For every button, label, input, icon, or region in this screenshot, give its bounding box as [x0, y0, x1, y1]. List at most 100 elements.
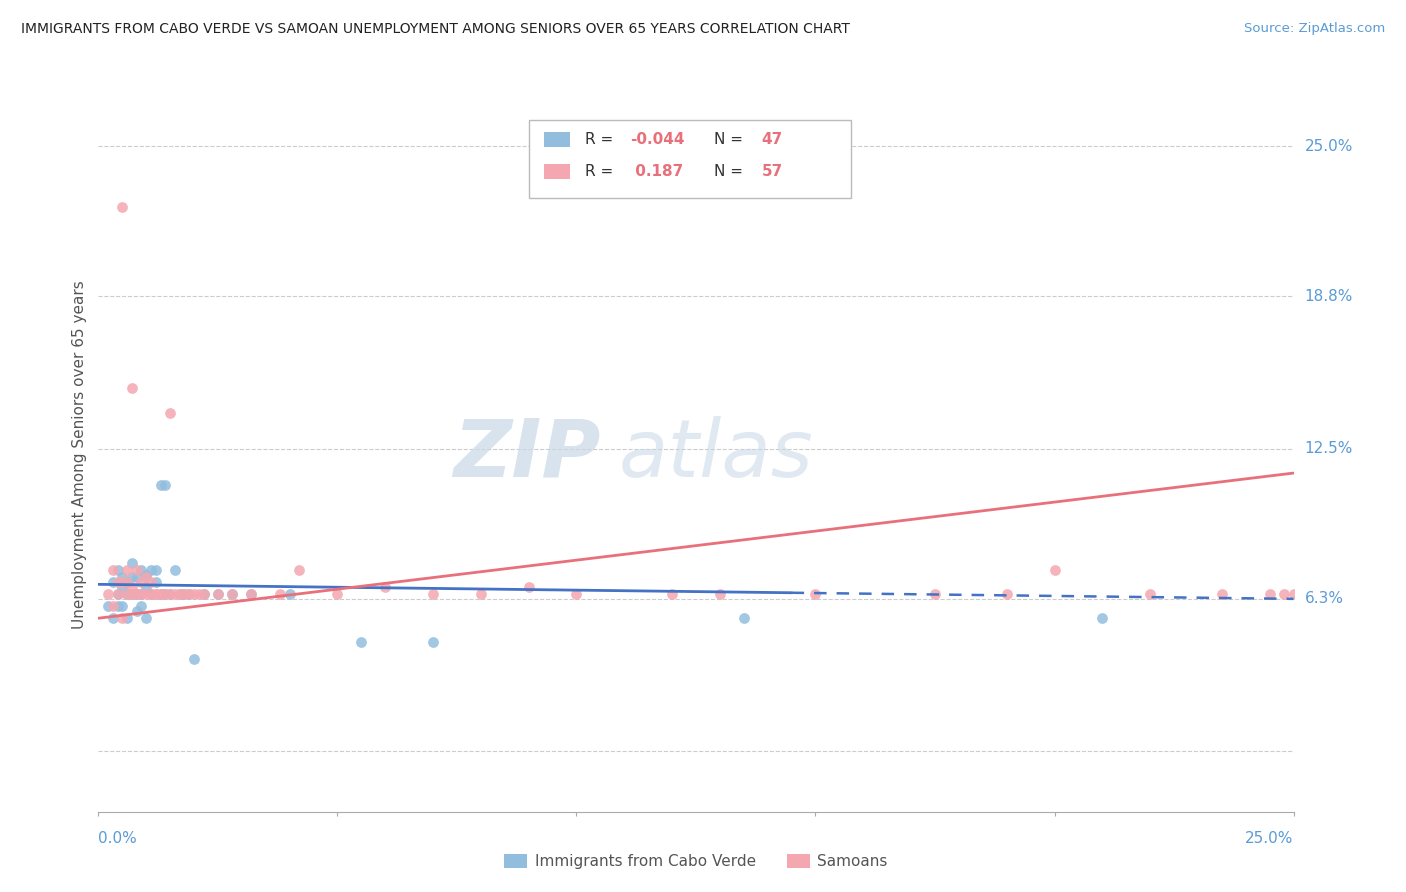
Point	[135, 567, 157, 582]
Point	[155, 587, 177, 601]
Point	[135, 587, 157, 601]
Point	[145, 563, 167, 577]
Point	[179, 587, 201, 601]
Point	[145, 587, 167, 601]
Point	[422, 587, 444, 601]
Point	[111, 570, 134, 584]
Text: N =: N =	[714, 132, 748, 147]
Text: 25.0%: 25.0%	[1246, 831, 1294, 847]
Point	[111, 574, 134, 589]
Point	[163, 563, 186, 577]
Point	[115, 563, 138, 577]
Point	[97, 599, 120, 613]
Point	[135, 580, 157, 594]
Point	[101, 563, 124, 577]
Point	[131, 587, 153, 601]
Legend: Immigrants from Cabo Verde, Samoans: Immigrants from Cabo Verde, Samoans	[498, 848, 894, 875]
Point	[101, 611, 124, 625]
Point	[97, 587, 120, 601]
Point	[121, 381, 143, 395]
Point	[470, 587, 492, 601]
Point	[115, 587, 138, 601]
Point	[924, 587, 946, 601]
Point	[422, 635, 444, 649]
Point	[115, 611, 138, 625]
Point	[149, 587, 172, 601]
Point	[207, 587, 229, 601]
Point	[1043, 563, 1066, 577]
Point	[139, 574, 162, 589]
Point	[131, 587, 153, 601]
Point	[121, 580, 143, 594]
Text: R =: R =	[585, 132, 619, 147]
Point	[121, 570, 143, 584]
Point	[278, 587, 301, 601]
Point	[163, 587, 186, 601]
Point	[145, 574, 167, 589]
Text: 25.0%: 25.0%	[1305, 139, 1353, 154]
Point	[107, 587, 129, 601]
Point	[107, 587, 129, 601]
Point	[115, 587, 138, 601]
Point	[173, 587, 195, 601]
Point	[1139, 587, 1161, 601]
Point	[139, 563, 162, 577]
Point	[1272, 587, 1295, 601]
Point	[995, 587, 1018, 601]
Point	[183, 587, 205, 601]
Point	[125, 587, 148, 601]
Point	[131, 599, 153, 613]
Point	[121, 587, 143, 601]
Point	[159, 587, 181, 601]
Point	[115, 574, 138, 589]
Point	[139, 587, 162, 601]
Text: 0.0%: 0.0%	[98, 831, 138, 847]
Point	[1258, 587, 1281, 601]
Point	[135, 611, 157, 625]
Point	[1091, 611, 1114, 625]
Point	[159, 587, 181, 601]
Point	[149, 587, 172, 601]
Y-axis label: Unemployment Among Seniors over 65 years: Unemployment Among Seniors over 65 years	[72, 281, 87, 629]
Point	[101, 599, 124, 613]
Point	[125, 604, 148, 618]
Point	[374, 580, 396, 594]
Text: IMMIGRANTS FROM CABO VERDE VS SAMOAN UNEMPLOYMENT AMONG SENIORS OVER 65 YEARS CO: IMMIGRANTS FROM CABO VERDE VS SAMOAN UNE…	[21, 22, 851, 37]
Point	[121, 587, 143, 601]
Point	[101, 574, 124, 589]
Point	[121, 556, 143, 570]
Point	[111, 599, 134, 613]
Point	[149, 478, 172, 492]
Point	[155, 587, 177, 601]
Point	[288, 563, 311, 577]
Point	[326, 587, 349, 601]
Point	[193, 587, 215, 601]
Point	[155, 478, 177, 492]
Point	[179, 587, 201, 601]
Text: -0.044: -0.044	[630, 132, 685, 147]
Point	[111, 200, 134, 214]
Point	[240, 587, 263, 601]
Point	[139, 587, 162, 601]
Point	[517, 580, 540, 594]
Point	[107, 599, 129, 613]
Point	[187, 587, 209, 601]
Point	[240, 587, 263, 601]
Point	[107, 574, 129, 589]
Text: 57: 57	[762, 164, 783, 179]
Text: 47: 47	[762, 132, 783, 147]
Bar	[544, 132, 571, 147]
FancyBboxPatch shape	[529, 120, 851, 198]
Point	[107, 563, 129, 577]
Point	[804, 587, 827, 601]
Text: 6.3%: 6.3%	[1305, 591, 1344, 607]
Point	[131, 563, 153, 577]
Point	[145, 587, 167, 601]
Point	[169, 587, 191, 601]
Point	[193, 587, 215, 601]
Point	[125, 587, 148, 601]
Point	[207, 587, 229, 601]
Point	[350, 635, 373, 649]
Point	[1282, 587, 1305, 601]
Point	[565, 587, 588, 601]
